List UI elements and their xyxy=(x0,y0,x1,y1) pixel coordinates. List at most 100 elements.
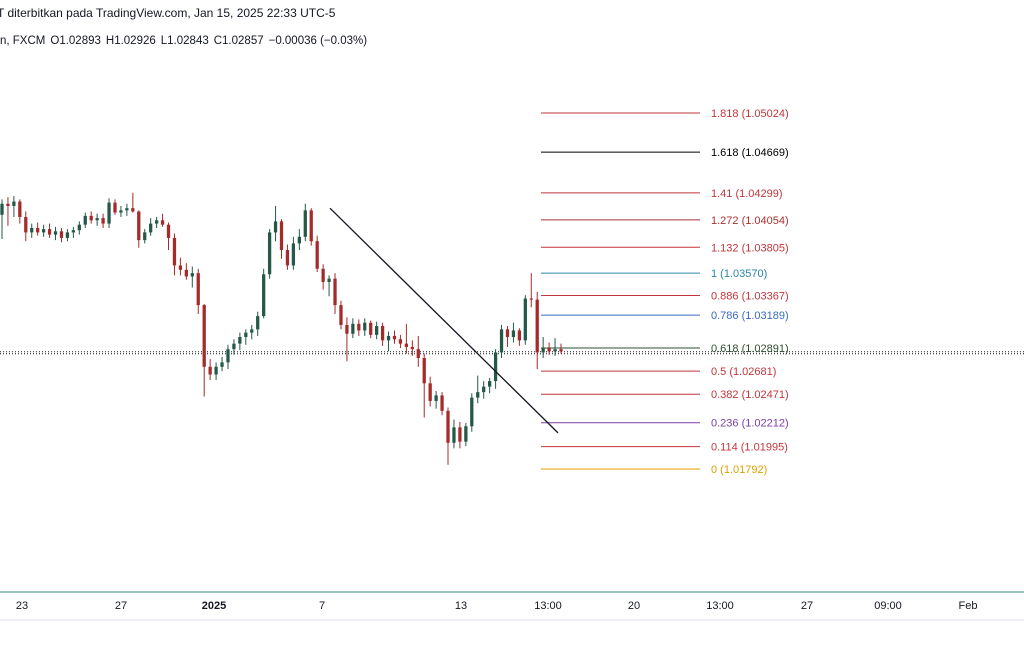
fib-level-label-5: 1 (1.03570) xyxy=(711,268,767,280)
candle-20 xyxy=(119,205,123,217)
candle-78 xyxy=(464,422,468,447)
candle-body xyxy=(446,410,450,443)
candle-body xyxy=(392,335,397,340)
candle-50 xyxy=(297,229,301,251)
candle-90 xyxy=(535,291,539,369)
candle-body xyxy=(0,203,4,215)
candle-body xyxy=(279,221,284,251)
candle-body xyxy=(244,332,248,338)
candle-body xyxy=(77,224,81,231)
candle-body xyxy=(452,427,456,443)
candle-body xyxy=(59,231,64,238)
candle-body xyxy=(143,232,147,241)
candle-body xyxy=(357,323,361,331)
candle-26 xyxy=(154,216,159,228)
fib-level-label-13: 0 (1.01792) xyxy=(711,464,767,476)
candle-86 xyxy=(511,322,516,343)
time-tick-label-3: 7 xyxy=(319,600,325,612)
candle-body xyxy=(309,210,313,242)
candle-body xyxy=(380,326,385,341)
time-axis[interactable]: 23 27 2025 7 13 13:00 20 13:00 27 09:00 Feb xyxy=(0,591,1024,621)
candle-36 xyxy=(214,362,218,380)
candle-67 xyxy=(398,334,403,349)
candle-60 xyxy=(357,319,361,336)
candle-body xyxy=(36,227,40,233)
candle-56 xyxy=(333,273,337,314)
candle-body xyxy=(321,268,325,282)
candle-body xyxy=(285,250,290,266)
candle-body xyxy=(351,323,355,334)
candle-body xyxy=(547,348,551,352)
candle-15 xyxy=(89,211,93,224)
candle-body xyxy=(119,210,123,213)
candle-52 xyxy=(309,208,313,246)
candle-13 xyxy=(77,221,81,235)
candle-body xyxy=(131,208,135,212)
candle-body xyxy=(511,330,516,338)
candle-body xyxy=(410,346,414,350)
candle-59 xyxy=(351,318,355,339)
candle-body xyxy=(12,201,16,206)
candle-27 xyxy=(160,213,165,227)
candle-19 xyxy=(113,199,117,215)
fibonacci-extension[interactable]: 1.818 (1.05024) 1.618 (1.04669) 1.41 (1.04… xyxy=(541,108,789,476)
fib-level-label-8: 0.618 (1.02891) xyxy=(711,343,789,355)
time-tick-label-7: 13:00 xyxy=(706,600,734,612)
candle-54 xyxy=(321,264,325,290)
candle-body xyxy=(137,211,141,241)
time-tick-label-10: Feb xyxy=(959,600,978,612)
candle-91 xyxy=(541,337,545,358)
candle-75 xyxy=(446,407,450,465)
time-tick-label-4: 13 xyxy=(455,600,467,612)
candle-16 xyxy=(95,213,99,226)
descending-trendline xyxy=(329,207,559,434)
candle-body xyxy=(113,202,117,213)
candle-body xyxy=(482,386,486,393)
candle-body xyxy=(107,202,111,224)
candle-0 xyxy=(0,199,4,240)
candle-82 xyxy=(488,377,492,394)
candle-body xyxy=(291,243,296,266)
candle-body xyxy=(327,278,331,282)
candle-body xyxy=(125,208,129,211)
candle-43 xyxy=(256,311,260,336)
candle-body xyxy=(89,215,93,221)
candle-10 xyxy=(59,227,64,243)
fib-level-label-2: 1.41 (1.04299) xyxy=(711,188,783,200)
candle-body xyxy=(172,237,177,266)
candle-body xyxy=(232,343,236,350)
candle-body xyxy=(559,349,563,352)
candle-body xyxy=(71,230,75,233)
candle-body xyxy=(440,395,444,411)
fib-level-label-4: 1.132 (1.03805) xyxy=(711,242,789,254)
candle-44 xyxy=(262,268,266,319)
candle-body xyxy=(41,229,46,233)
candle-body xyxy=(416,349,420,358)
candle-body xyxy=(339,305,343,325)
high-value: H1.02926 xyxy=(105,35,156,47)
candle-25 xyxy=(149,218,153,236)
open-value: O1.02893 xyxy=(50,35,101,47)
candle-69 xyxy=(410,340,414,356)
candle-83 xyxy=(493,349,498,389)
candle-2 xyxy=(12,196,16,217)
candle-body xyxy=(523,298,527,341)
time-tick-label-1: 27 xyxy=(115,600,127,612)
candle-14 xyxy=(83,212,87,228)
candle-body xyxy=(535,299,539,353)
candle-72 xyxy=(428,376,432,407)
candle-45 xyxy=(267,229,272,279)
candle-body xyxy=(83,215,87,225)
trendline-drawing[interactable] xyxy=(329,207,559,434)
candle-body xyxy=(256,316,260,330)
candle-body xyxy=(30,227,34,233)
candle-body xyxy=(499,329,504,353)
candle-body xyxy=(262,274,266,317)
fib-level-label-9: 0.5 (1.02681) xyxy=(711,366,776,378)
candle-body xyxy=(154,220,159,224)
time-tick-label-9: 09:00 xyxy=(874,600,902,612)
symbol-label: n, FXCM xyxy=(0,35,46,47)
candle-34 xyxy=(202,303,206,397)
candle-body xyxy=(303,210,307,237)
